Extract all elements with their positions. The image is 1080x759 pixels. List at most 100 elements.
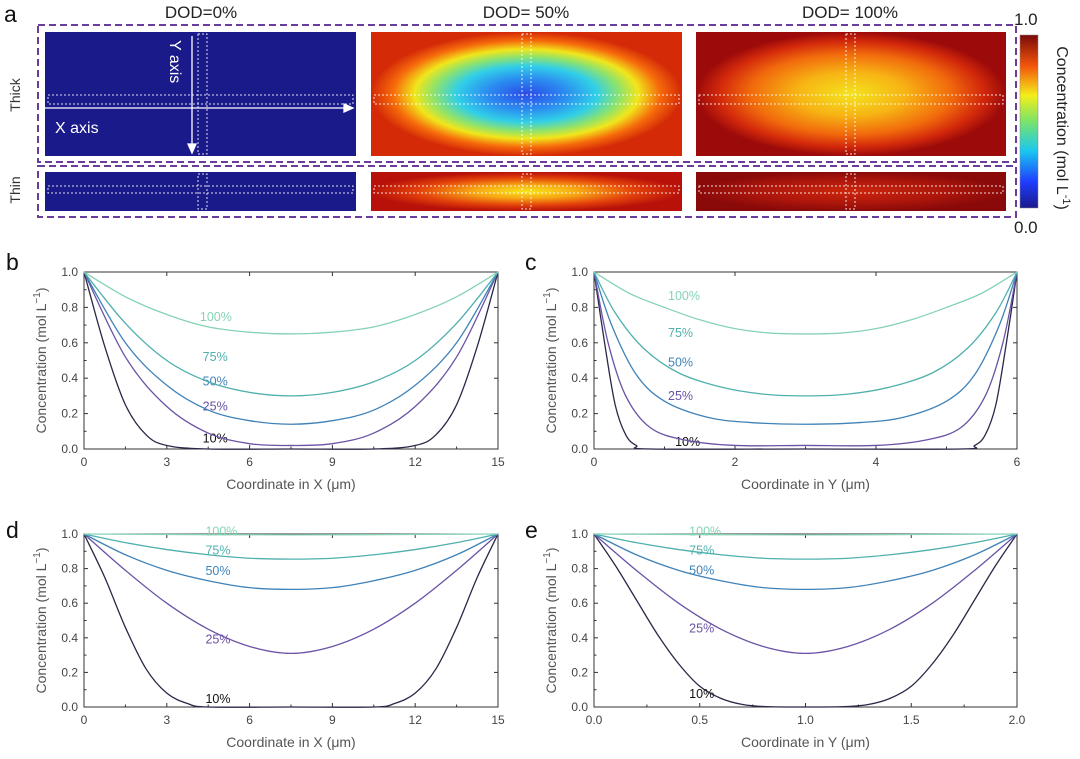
map-thin-dod0	[45, 172, 356, 211]
y-tick-label: 0.0	[571, 442, 588, 456]
chart-panel-d: d 0 3 6 9 12 15 0.0 0.2 0.4 0.6 0.8 1.0 Coordinate in…	[6, 517, 505, 750]
y-axis-annotation: Y axis	[166, 40, 183, 83]
y-tick-label: 0.2	[61, 665, 78, 679]
y-axis-label: Concentration (mol L−1)	[542, 547, 559, 693]
row-label-thin: Thin	[7, 176, 23, 203]
y-tick-label: 0.0	[61, 442, 78, 456]
series-label-10pct: 10%	[675, 435, 700, 449]
map-thin-dod50	[371, 172, 682, 211]
series-label-100pct: 100%	[689, 524, 721, 538]
y-tick-label: 0.4	[61, 631, 78, 645]
colorbar-min: 0.0	[1014, 218, 1038, 237]
series-label-10pct: 10%	[205, 692, 230, 706]
series-line-100pct	[593, 271, 1018, 335]
header-dod-0: DOD=0%	[165, 3, 237, 22]
series-label-25pct: 25%	[203, 400, 228, 414]
y-axis-label: Concentration (mol L−1)	[32, 287, 49, 433]
x-tick-label: 2	[732, 455, 739, 469]
series-line-100pct	[593, 533, 1018, 536]
series-line-50pct	[83, 271, 499, 425]
series-label-25pct: 25%	[668, 389, 693, 403]
x-axis-label: Coordinate in Y (μm)	[741, 476, 870, 492]
y-tick-label: 0.6	[61, 336, 78, 350]
series-label-50pct: 50%	[689, 563, 714, 577]
map-thick-dod100	[696, 32, 1006, 156]
series-line-25pct	[83, 533, 499, 655]
map-thick-dod0	[45, 32, 356, 156]
series-line-50pct	[593, 271, 1018, 425]
x-tick-label: 0	[591, 455, 598, 469]
chart-panel-e: e 0.0 0.5 1.0 1.5 2.0 0.0 0.2 0.4 0.6 0.8 1.0 Coordi…	[525, 517, 1026, 750]
series-label-10pct: 10%	[689, 687, 714, 701]
series-line-100pct	[83, 271, 499, 335]
y-tick-label: 0.2	[571, 407, 588, 421]
axis-arrows	[45, 36, 355, 155]
panel-label-b: b	[6, 249, 19, 275]
series-label-100pct: 100%	[205, 524, 237, 538]
y-tick-label: 0.4	[571, 371, 588, 385]
y-tick-label: 1.0	[61, 265, 78, 279]
x-tick-label: 15	[491, 713, 505, 727]
y-axis-label: Concentration (mol L−1)	[542, 287, 559, 433]
series-label-50pct: 50%	[205, 564, 230, 578]
series-line-25pct	[593, 271, 1018, 447]
y-tick-label: 1.0	[61, 527, 78, 541]
x-tick-label: 6	[246, 713, 253, 727]
y-tick-label: 0.2	[571, 665, 588, 679]
series-label-75pct: 75%	[689, 543, 714, 557]
colorbar	[1019, 34, 1039, 209]
plot-frame	[83, 271, 499, 450]
series-label-25pct: 25%	[689, 621, 714, 635]
cutline-guides	[47, 33, 1004, 210]
series-line-75pct	[593, 533, 1018, 560]
panel-label-d: d	[6, 517, 19, 543]
x-tick-label: 9	[329, 713, 336, 727]
series-label-75pct: 75%	[668, 326, 693, 340]
series-label-50pct: 50%	[203, 375, 228, 389]
series-line-10pct	[83, 533, 499, 708]
y-tick-label: 0.8	[571, 300, 588, 314]
panel-label-c: c	[525, 249, 537, 275]
series-line-75pct	[83, 271, 499, 397]
x-axis-label: Coordinate in X (μm)	[226, 734, 355, 750]
x-tick-label: 0.5	[691, 713, 708, 727]
y-tick-label: 1.0	[571, 527, 588, 541]
map-thin-dod100	[696, 172, 1006, 211]
chart-panel-c: c 0 2 4 6 0.0 0.2 0.4 0.6 0.8 1.0 Coordinate in Y (…	[525, 249, 1021, 492]
series-line-25pct	[593, 533, 1018, 655]
x-tick-label: 6	[1014, 455, 1021, 469]
x-tick-label: 12	[409, 713, 423, 727]
x-tick-label: 6	[246, 455, 253, 469]
y-tick-label: 0.8	[61, 562, 78, 576]
y-axis-label: Concentration (mol L−1)	[32, 547, 49, 693]
series-label-100pct: 100%	[668, 289, 700, 303]
series-line-75pct	[593, 271, 1018, 397]
series-line-50pct	[83, 533, 499, 591]
y-tick-label: 0.8	[571, 562, 588, 576]
y-tick-label: 0.0	[61, 700, 78, 714]
plot-frame	[83, 533, 499, 708]
panel-label-a: a	[4, 1, 17, 27]
map-thick-dod50	[371, 32, 682, 156]
series-line-50pct	[593, 533, 1018, 591]
colorbar-title: Concentration (mol L-1)	[1053, 46, 1072, 210]
series-label-10pct: 10%	[203, 431, 228, 445]
x-tick-label: 0	[81, 455, 88, 469]
y-tick-label: 0.2	[61, 407, 78, 421]
y-tick-label: 0.4	[61, 371, 78, 385]
header-dod-100: DOD= 100%	[802, 3, 898, 22]
x-tick-label: 3	[163, 713, 170, 727]
panel-label-e: e	[525, 517, 538, 543]
x-tick-label: 3	[163, 455, 170, 469]
x-tick-label: 12	[409, 455, 423, 469]
y-tick-label: 0.4	[571, 631, 588, 645]
x-tick-label: 4	[873, 455, 880, 469]
row-label-thick: Thick	[7, 77, 23, 111]
series-label-75pct: 75%	[205, 543, 230, 557]
y-tick-label: 0.6	[571, 596, 588, 610]
chart-panel-b: b 0 3 6 9 12 15 0.0 0.2 0.4 0.6 0.8 1.0 Coordinate in…	[6, 249, 505, 492]
thick-frame	[37, 24, 1017, 163]
x-tick-label: 1.5	[903, 713, 920, 727]
x-axis-label: Coordinate in Y (μm)	[741, 734, 870, 750]
